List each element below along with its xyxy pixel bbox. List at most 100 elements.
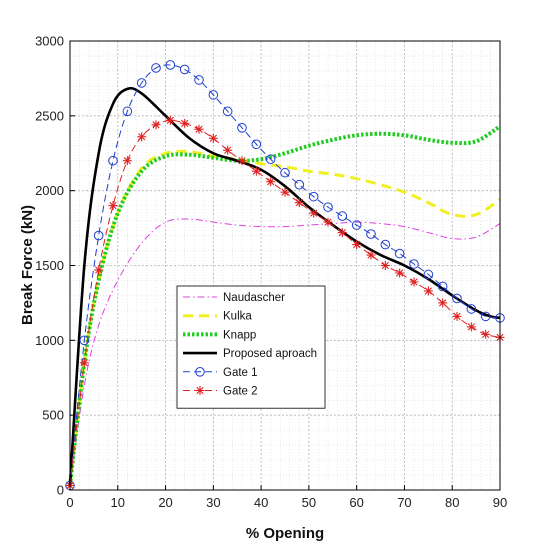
legend-label: Gate 2 (223, 386, 258, 398)
data-point-gate-1 (265, 154, 276, 165)
legend: Naudascher Kulka Knapp Proposed aproach Gate… (176, 285, 326, 409)
data-point-gate-1 (394, 248, 405, 259)
data-point-gate-1 (409, 259, 419, 269)
data-point-gate-2 (423, 286, 433, 296)
series-line-gate-2 (69, 119, 501, 486)
y-axis-ticks: 0 500 1000 1500 2000 2500 3000 (35, 34, 75, 498)
x-tick-label: 30 (206, 495, 220, 510)
legend-label: Naudascher (223, 292, 285, 304)
legend-entry-gate-1: Gate 1 (183, 367, 258, 379)
data-point-gate-2 (122, 156, 132, 166)
y-axis-title: Break Force (kN) (19, 205, 36, 325)
data-point-gate-2 (337, 228, 347, 238)
data-point-gate-1 (366, 229, 376, 239)
data-point-gate-1 (423, 269, 434, 280)
legend-label: Proposed aproach (223, 348, 317, 360)
data-point-gate-2 (323, 217, 333, 227)
data-point-gate-2 (409, 277, 419, 287)
data-point-gate-1 (179, 64, 190, 75)
data-point-gate-2 (352, 240, 362, 250)
y-tick-label: 3000 (35, 34, 64, 49)
y-tick-label: 2500 (35, 108, 64, 123)
data-point-gate-1 (93, 230, 104, 241)
series-line-naudascher (69, 218, 501, 486)
x-axis-title: % Opening (246, 525, 324, 542)
legend-entry-naudascher: Naudascher (183, 292, 285, 304)
legend-box (176, 285, 326, 409)
data-point-gate-1 (380, 239, 391, 250)
data-point-gate-2 (165, 115, 175, 125)
data-point-gate-1 (108, 155, 118, 166)
legend-label: Knapp (223, 329, 256, 341)
data-point-gate-1 (323, 202, 333, 212)
data-point-gate-2 (452, 311, 462, 321)
data-point-gate-1 (294, 179, 305, 190)
legend-label: Kulka (223, 311, 252, 323)
series-naudascher (69, 218, 501, 486)
x-tick-label: 20 (158, 495, 172, 510)
data-point-gate-2 (294, 198, 304, 208)
data-point-gate-1 (165, 60, 176, 70)
series-kulka (68, 149, 501, 486)
series-line-proposed-aproach (68, 86, 501, 486)
x-tick-label: 40 (254, 495, 268, 510)
y-tick-label: 1500 (35, 258, 64, 273)
x-tick-label: 50 (302, 495, 316, 510)
data-point-gate-1 (136, 78, 147, 88)
legend-entry-kulka: Kulka (183, 311, 252, 323)
x-tick-label: 0 (66, 495, 73, 510)
x-tick-label: 70 (397, 495, 411, 510)
data-point-gate-1 (208, 90, 219, 100)
series-proposed-aproach (68, 86, 501, 486)
y-tick-label: 500 (42, 408, 64, 423)
legend-marker (195, 367, 205, 377)
data-point-gate-2 (481, 329, 491, 339)
data-point-gate-2 (223, 145, 233, 155)
x-tick-label: 90 (493, 495, 507, 510)
data-point-gate-2 (466, 322, 476, 332)
data-point-gate-2 (309, 208, 319, 218)
legend-label: Gate 1 (223, 367, 258, 379)
data-point-gate-1 (308, 191, 319, 202)
data-point-gate-2 (280, 187, 290, 197)
data-point-gate-1 (351, 220, 362, 230)
series-line-knapp (68, 124, 502, 486)
x-axis-ticks: 0 10 20 30 40 50 60 70 80 90 (66, 485, 507, 510)
data-point-gate-2 (366, 250, 376, 260)
data-point-gate-2 (380, 261, 390, 270)
data-point-gate-1 (237, 123, 247, 133)
data-point-gate-2 (108, 201, 118, 211)
data-point-gate-1 (466, 304, 477, 314)
y-tick-label: 1000 (35, 333, 64, 348)
data-point-gate-2 (137, 132, 147, 142)
data-point-gate-2 (438, 298, 448, 308)
data-point-gate-2 (237, 156, 247, 166)
data-point-gate-1 (337, 211, 348, 221)
data-point-gate-1 (280, 167, 290, 178)
legend-entry-knapp: Knapp (183, 329, 256, 341)
data-point-gate-1 (151, 63, 161, 73)
data-point-gate-2 (266, 177, 276, 187)
legend-entry-gate-2: Gate 2 (183, 386, 258, 398)
legend-entry-proposed-aproach: Proposed aproach (183, 348, 317, 360)
data-point-gate-2 (208, 133, 218, 143)
data-point-gate-2 (79, 358, 89, 368)
data-point-gate-2 (395, 268, 405, 278)
data-point-gate-1 (122, 106, 133, 117)
data-point-gate-1 (251, 139, 262, 150)
data-point-gate-2 (151, 120, 161, 130)
legend-marker (195, 386, 205, 395)
x-tick-label: 10 (111, 495, 125, 510)
data-point-gate-2 (180, 118, 190, 128)
series-line-gate-1 (69, 64, 501, 486)
data-point-gate-1 (79, 335, 90, 346)
series-line-kulka (68, 149, 501, 486)
x-tick-label: 60 (349, 495, 363, 510)
data-point-gate-2 (194, 124, 204, 134)
data-point-gate-1 (480, 311, 491, 322)
data-point-gate-2 (94, 265, 104, 275)
y-tick-label: 2000 (35, 183, 64, 198)
data-point-gate-1 (452, 293, 462, 304)
